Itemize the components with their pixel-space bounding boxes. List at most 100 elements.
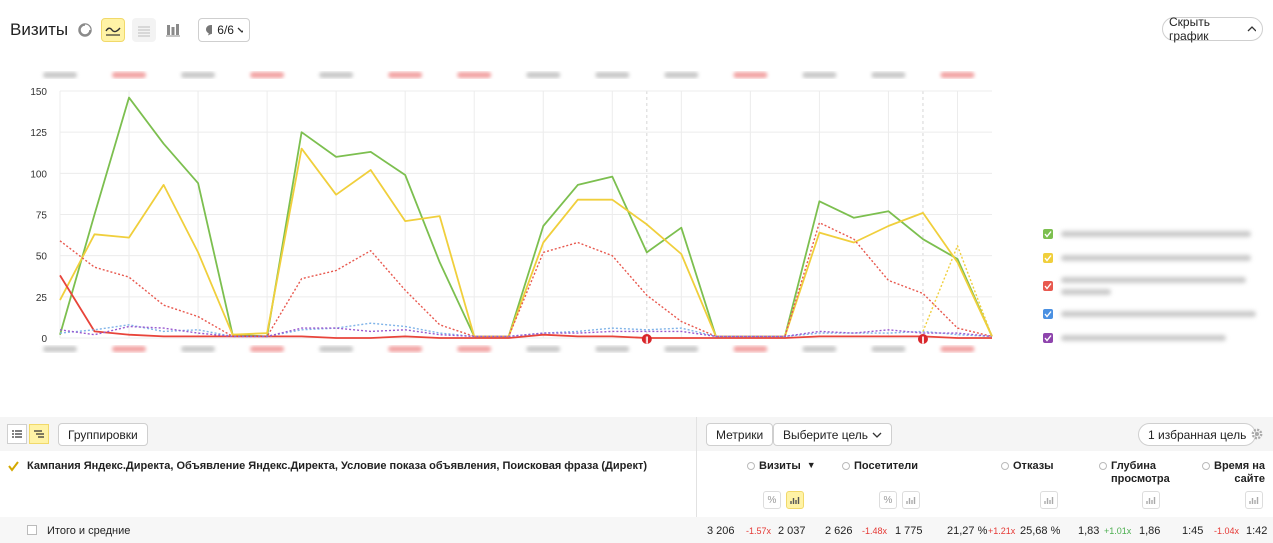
groupings-button[interactable]: Группировки [58, 423, 148, 446]
tree-view-button[interactable] [29, 424, 49, 444]
x-tick-label-top-redacted [250, 72, 285, 78]
x-tick-label-redacted [940, 346, 975, 352]
legend-item[interactable] [1043, 271, 1256, 301]
x-tick-label-top-redacted [802, 72, 837, 78]
percent-toggle[interactable]: % [763, 491, 781, 509]
legend-item[interactable] [1043, 303, 1256, 325]
legend-item[interactable] [1043, 327, 1256, 349]
x-tick-label-top-redacted [388, 72, 423, 78]
depth-ratio: +1.01x [1104, 526, 1132, 536]
bar-chart-icon [790, 497, 800, 504]
check-icon [1044, 231, 1052, 238]
bar-toggle[interactable] [902, 491, 920, 509]
info-icon [747, 462, 755, 470]
time-column-label: Время на сайте [1214, 460, 1266, 485]
visitors-column-header[interactable]: Посетители [842, 460, 918, 472]
bar-chart-button[interactable] [161, 18, 185, 42]
line-chart-icon [105, 27, 121, 36]
info-icon [1099, 462, 1107, 470]
visits-ratio: -1.57x [746, 526, 772, 536]
bounces-column-label: Отказы [1013, 460, 1054, 472]
x-tick-label-top-redacted [319, 72, 354, 78]
legend-item[interactable] [1043, 247, 1256, 269]
x-tick-label-top-redacted [664, 72, 699, 78]
dimensions-checkbox[interactable] [8, 459, 19, 472]
report-table: Группировки Метрики Выберите цель 1 избр… [0, 417, 1273, 543]
legend-checkbox[interactable] [1043, 333, 1053, 343]
annotations-dropdown[interactable]: 6/6 [198, 18, 250, 42]
bar-chart-icon [166, 24, 180, 37]
goal-select[interactable]: Выберите цель [773, 423, 893, 446]
legend-label-redacted [1061, 277, 1246, 283]
line-chart: 0 25 50 75 100 125 150 ∥ ∥ [30, 72, 993, 352]
area-chart-icon [138, 26, 150, 37]
favorite-goal-button[interactable]: 1 избранная цель [1138, 423, 1257, 446]
check-icon [1044, 311, 1052, 318]
chart-header: Визиты 6/6 Скрыть г [0, 0, 1273, 58]
series-line [59, 325, 993, 338]
depth-total-b: 1,86 [1139, 525, 1161, 537]
x-tick-label-redacted [112, 346, 147, 352]
visits-column-label: Визиты [759, 460, 801, 472]
line-chart-button[interactable] [101, 18, 125, 42]
pie-chart-button[interactable] [73, 18, 97, 42]
dimensions-label: Кампания Яндекс.Директа, Объявление Янде… [27, 460, 648, 472]
bar-chart-icon [1044, 497, 1054, 504]
bar-toggle[interactable] [1245, 491, 1263, 509]
time-total-b: 1:42 [1246, 525, 1268, 537]
x-tick-label-redacted [664, 346, 699, 352]
bar-chart-icon [1146, 497, 1156, 504]
legend-label-redacted [1061, 231, 1251, 237]
check-icon [1044, 283, 1052, 290]
time-column-header[interactable]: Время на сайте [1202, 460, 1265, 486]
check-icon [1044, 255, 1052, 262]
chevron-down-icon [872, 432, 882, 438]
chart-area: 0 25 50 75 100 125 150 ∥ ∥ [0, 58, 1273, 408]
depth-column-header[interactable]: Глубина просмотра [1099, 460, 1170, 486]
visits-total-b: 2 037 [778, 525, 806, 537]
totals-checkbox[interactable] [27, 525, 37, 535]
x-tick-label-top-redacted [526, 72, 561, 78]
check-icon [8, 461, 19, 472]
tree-icon [34, 430, 44, 438]
annotation-marker [641, 334, 652, 344]
hide-chart-button[interactable]: Скрыть график [1162, 15, 1263, 43]
info-icon [842, 462, 850, 470]
x-tick-label-redacted [457, 346, 492, 352]
visitors-total-b: 1 775 [895, 525, 923, 537]
bar-toggle[interactable] [1142, 491, 1160, 509]
bounce-total-b: 25,68 % [1020, 525, 1061, 537]
y-tick-label: 125 [30, 128, 47, 139]
area-chart-button[interactable] [132, 18, 156, 42]
bar-toggle[interactable] [1040, 491, 1058, 509]
x-tick-label-top-redacted [595, 72, 630, 78]
time-ratio: -1.04x [1214, 526, 1240, 536]
legend-label-redacted [1061, 311, 1256, 317]
x-tick-label-redacted [181, 346, 216, 352]
percent-toggle[interactable]: % [879, 491, 897, 509]
legend-checkbox[interactable] [1043, 309, 1053, 319]
visitors-column-label: Посетители [854, 460, 918, 472]
x-tick-label-top-redacted [733, 72, 768, 78]
legend-label-redacted [1061, 335, 1226, 341]
metrics-button[interactable]: Метрики [706, 423, 774, 446]
annotations-count: 6/6 [217, 23, 234, 37]
legend-checkbox[interactable] [1043, 229, 1053, 239]
pie-chart-icon [78, 23, 92, 37]
totals-row: Итого и средние 3 206 -1.57x 2 037 2 626… [0, 517, 1273, 543]
bar-toggle[interactable] [786, 491, 804, 509]
list-view-button[interactable] [7, 424, 27, 444]
series-line [922, 245, 993, 337]
bounces-column-header[interactable]: Отказы [1001, 460, 1054, 472]
comment-icon [206, 25, 213, 36]
settings-gear-button[interactable] [1250, 427, 1264, 446]
y-tick-label: 25 [36, 293, 48, 304]
legend-item[interactable] [1043, 223, 1256, 245]
chevron-up-icon [1247, 26, 1256, 32]
depth-total-a: 1,83 [1078, 525, 1100, 537]
visitors-total-a: 2 626 [825, 525, 853, 537]
y-tick-label: 100 [30, 169, 47, 180]
visits-column-header[interactable]: Визиты ▼ [747, 460, 816, 472]
legend-checkbox[interactable] [1043, 281, 1053, 291]
legend-checkbox[interactable] [1043, 253, 1053, 263]
